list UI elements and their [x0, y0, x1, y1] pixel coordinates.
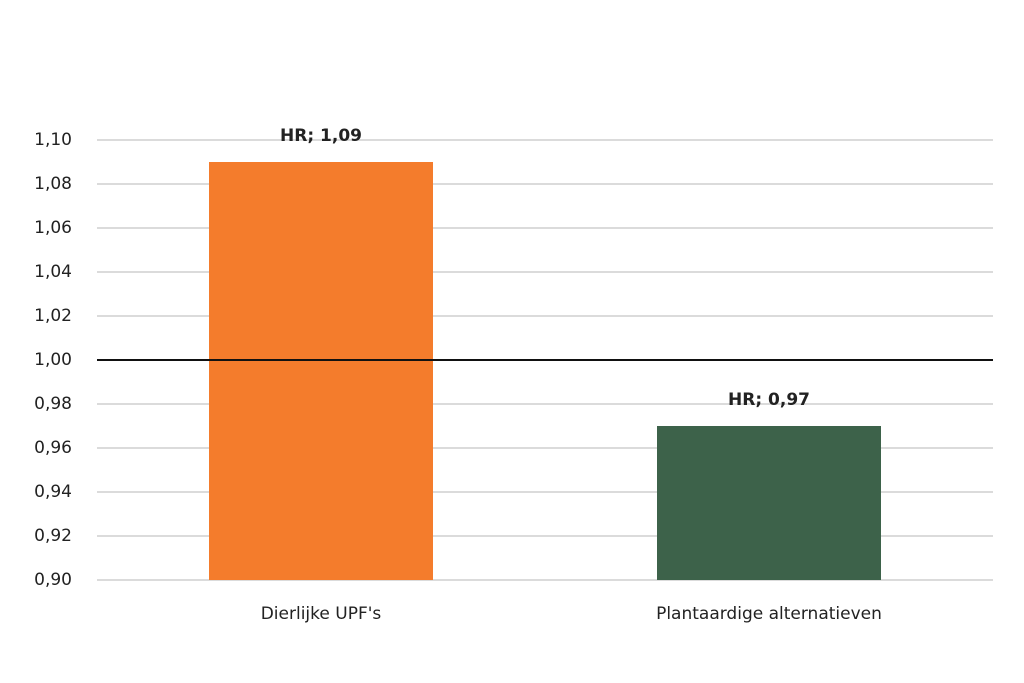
value-label: HR; 1,09 [280, 126, 362, 146]
bar [657, 426, 881, 580]
y-tick-label: 1,04 [34, 262, 72, 282]
bar [209, 162, 433, 580]
y-tick-label: 1,02 [34, 306, 72, 326]
x-tick-label: Dierlijke UPF's [261, 604, 382, 624]
y-tick-label: 1,06 [34, 218, 72, 238]
value-label: HR; 0,97 [728, 390, 810, 410]
y-tick-label: 0,92 [34, 526, 72, 546]
y-tick-label: 1,00 [34, 350, 72, 370]
y-tick-label: 0,98 [34, 394, 72, 414]
y-tick-label: 0,96 [34, 438, 72, 458]
y-tick-label: 0,90 [34, 570, 72, 590]
y-tick-label: 1,08 [34, 174, 72, 194]
y-tick-label: 1,10 [34, 130, 72, 150]
x-tick-label: Plantaardige alternatieven [656, 604, 882, 624]
y-tick-label: 0,94 [34, 482, 72, 502]
